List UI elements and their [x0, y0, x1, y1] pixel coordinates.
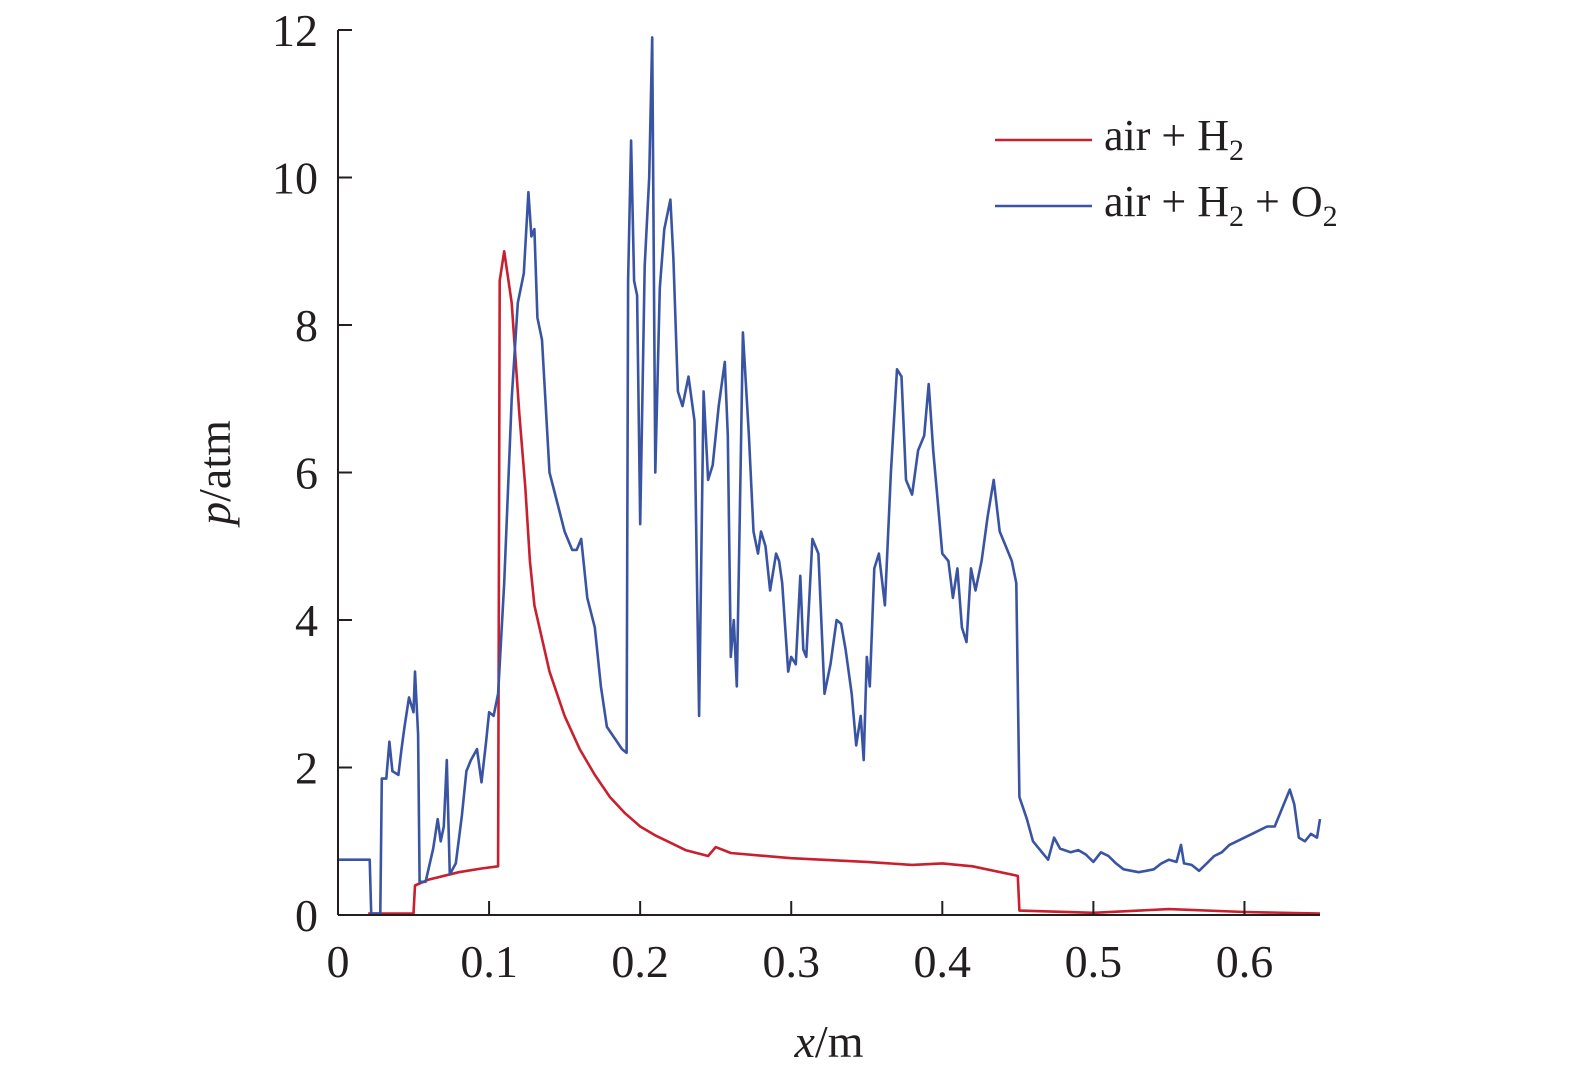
legend-label-air-h2-o2: air + H2 + O2 — [1104, 177, 1338, 233]
series-line-air-h2 — [368, 250, 1321, 915]
legend-label-subscript: 2 — [1229, 134, 1244, 167]
y-tick-label-12: 12 — [272, 5, 318, 56]
y-axis-unit: /atm — [189, 420, 240, 502]
x-tick-label-0-5: 0.5 — [1065, 936, 1123, 987]
legend-label-subscript: 2 — [1323, 200, 1338, 233]
axes — [337, 30, 1320, 916]
x-tick-label-0-1: 0.1 — [460, 936, 518, 987]
legend-item-air-h2-o2: air + H2 + O2 — [995, 177, 1338, 233]
y-tick-label-0: 0 — [295, 890, 318, 941]
y-tick-label-8: 8 — [295, 300, 318, 351]
y-tick-label-4: 4 — [295, 595, 318, 646]
legend-label-text: + O — [1244, 177, 1323, 226]
x-tick-label-0: 0 — [327, 936, 350, 987]
series-layer — [338, 36, 1322, 915]
y-ticks: 0 2 4 6 8 10 12 — [272, 5, 352, 941]
legend-label-text: air + H — [1104, 177, 1229, 226]
x-axis-unit: /m — [815, 1016, 864, 1067]
x-tick-label-0-3: 0.3 — [762, 936, 820, 987]
x-tick-label-0-4: 0.4 — [914, 936, 972, 987]
series-line-air-h2-o2 — [338, 36, 1322, 915]
legend-label-text: air + H — [1104, 111, 1229, 160]
x-tick-label-0-2: 0.2 — [611, 936, 669, 987]
y-tick-label-2: 2 — [295, 743, 318, 794]
legend-label-air-h2: air + H2 — [1104, 111, 1244, 167]
legend-item-air-h2: air + H2 — [995, 111, 1244, 167]
legend: air + H2 air + H2 + O2 — [995, 111, 1338, 233]
plot-area: 0 0.1 0.2 0.3 0.4 0.5 0.6 0 2 4 6 8 10 12 — [272, 5, 1322, 987]
y-axis-title: p/atm — [189, 420, 240, 528]
y-axis-variable: p — [189, 502, 240, 528]
legend-label-subscript: 2 — [1229, 200, 1244, 233]
x-axis-variable: x — [794, 1016, 816, 1067]
x-tick-label-0-6: 0.6 — [1216, 936, 1274, 987]
y-tick-label-10: 10 — [272, 153, 318, 204]
y-tick-label-6: 6 — [295, 448, 318, 499]
x-axis-title: x/m — [794, 1016, 864, 1067]
x-ticks: 0 0.1 0.2 0.3 0.4 0.5 0.6 — [327, 901, 1274, 987]
